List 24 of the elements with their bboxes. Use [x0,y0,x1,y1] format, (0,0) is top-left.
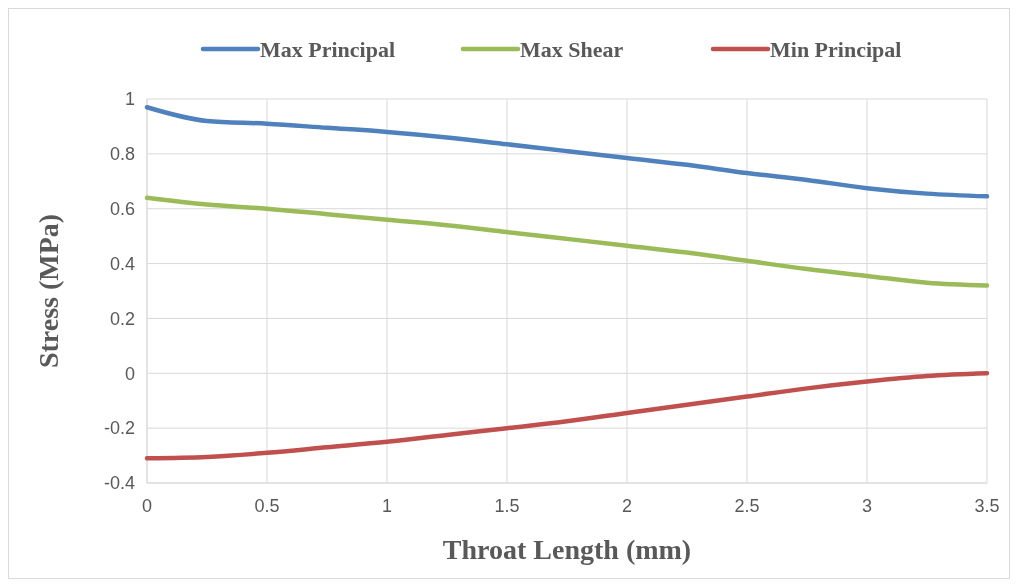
y-tick-label: 0.2 [109,308,135,329]
x-tick-label: 0.5 [254,496,280,516]
x-tick-label: 3.5 [974,496,1000,516]
x-tick-label: 2.5 [734,496,760,516]
x-tick-label: 1.5 [494,496,520,516]
x-axis-title: Throat Length (mm) [442,534,692,565]
y-tick-label: 0.4 [109,253,135,274]
x-tick-label: 0 [141,496,153,516]
legend-label: Max Shear [520,36,624,62]
line-series [144,104,990,199]
y-axis-title: Stress (MPa) [33,213,64,369]
legend-label: Max Principal [260,36,396,62]
x-tick-label: 3 [861,496,873,516]
y-tick-label: -0.4 [103,473,135,494]
line-series [144,195,990,288]
y-tick-label: -0.2 [103,418,135,439]
legend-label: Min Principal [770,36,902,62]
line-series [144,371,990,461]
y-tick-label: 1 [124,89,135,110]
y-tick-label: 0.6 [109,199,135,220]
x-tick-label: 2 [621,496,633,516]
y-tick-label: 0.8 [109,144,135,165]
x-tick-label: 1 [381,496,393,516]
y-tick-label: 0 [124,363,135,384]
